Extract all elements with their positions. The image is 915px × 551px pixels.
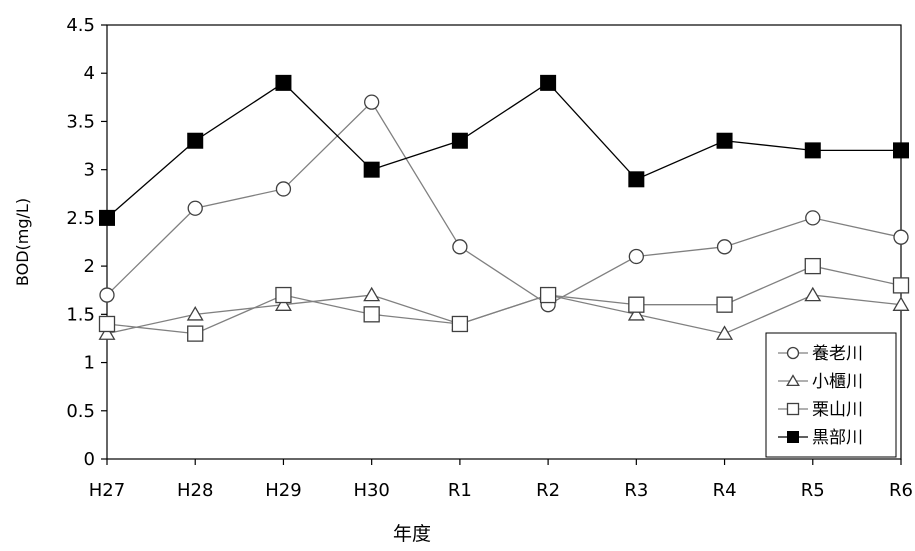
data-point bbox=[186, 306, 204, 321]
x-tick-label: R6 bbox=[889, 480, 913, 501]
data-point bbox=[363, 286, 381, 302]
legend-item: 栗山川 bbox=[778, 400, 863, 420]
data-point bbox=[716, 296, 733, 313]
data-point bbox=[804, 257, 821, 275]
data-point bbox=[451, 315, 469, 333]
legend-marker bbox=[786, 346, 800, 360]
data-point bbox=[187, 132, 204, 149]
legend-label: 養老川 bbox=[812, 344, 863, 364]
series-line bbox=[106, 82, 901, 219]
y-tick-label: 4 bbox=[84, 63, 95, 84]
data-point bbox=[275, 286, 292, 304]
legend-label: 黒部川 bbox=[812, 428, 863, 448]
y-tick-label: 3.5 bbox=[66, 111, 95, 132]
data-point bbox=[187, 325, 204, 342]
y-tick-label: 2 bbox=[84, 256, 95, 277]
y-tick-label: 1 bbox=[84, 353, 95, 374]
legend-label: 栗山川 bbox=[812, 400, 863, 420]
data-point bbox=[716, 325, 734, 340]
data-point bbox=[716, 132, 733, 149]
y-tick-label: 2.5 bbox=[66, 208, 95, 229]
data-point bbox=[716, 239, 733, 255]
x-tick-label: R5 bbox=[801, 480, 825, 501]
data-point bbox=[628, 248, 644, 265]
data-point bbox=[628, 296, 645, 313]
x-tick-label: H29 bbox=[265, 480, 301, 501]
y-tick-label: 4.5 bbox=[66, 15, 95, 36]
series-4 bbox=[99, 74, 909, 226]
series-3 bbox=[98, 257, 910, 342]
data-point bbox=[628, 171, 645, 188]
legend-item: 小櫃川 bbox=[778, 372, 863, 392]
data-point bbox=[804, 286, 822, 302]
data-point bbox=[804, 142, 821, 159]
x-axis-ticks: H27 H28 H29 H30 R1 R2 R3 R4 R5 R6 bbox=[89, 459, 913, 501]
x-tick-label: R4 bbox=[713, 480, 737, 501]
y-axis-ticks: 0 0.5 1 1.5 2 2.5 3 3.5 4 4.5 bbox=[66, 15, 107, 470]
x-tick-label: H27 bbox=[89, 480, 125, 501]
data-point bbox=[805, 210, 821, 226]
legend-item: 養老川 bbox=[778, 344, 863, 364]
data-point bbox=[275, 74, 292, 91]
data-point bbox=[892, 296, 910, 311]
series-layer bbox=[98, 74, 910, 342]
legend-marker bbox=[786, 402, 800, 416]
data-point bbox=[627, 306, 645, 321]
x-tick-label: R3 bbox=[624, 480, 648, 501]
data-point bbox=[99, 209, 115, 226]
data-point bbox=[98, 325, 116, 340]
data-point bbox=[187, 200, 203, 216]
data-point bbox=[363, 306, 380, 323]
legend-item: 黒部川 bbox=[778, 428, 863, 448]
data-point bbox=[540, 74, 557, 91]
y-tick-label: 0.5 bbox=[66, 401, 95, 422]
legend-marker bbox=[786, 374, 800, 387]
data-point bbox=[892, 277, 910, 294]
y-tick-label: 0 bbox=[84, 449, 95, 470]
x-tick-label: H30 bbox=[353, 480, 389, 501]
y-tick-label: 1.5 bbox=[66, 304, 95, 325]
x-tick-label: H28 bbox=[177, 480, 213, 501]
x-tick-label: R2 bbox=[536, 480, 560, 501]
series-line bbox=[106, 265, 902, 335]
data-point bbox=[99, 287, 115, 303]
data-point bbox=[893, 142, 909, 159]
y-tick-label: 3 bbox=[84, 160, 95, 181]
data-point bbox=[451, 132, 468, 149]
legend-marker bbox=[787, 431, 799, 443]
data-point bbox=[539, 286, 557, 304]
data-point bbox=[363, 161, 380, 178]
y-axis-title: BOD(mg/L) bbox=[13, 198, 32, 286]
data-point bbox=[893, 229, 909, 245]
data-point bbox=[275, 181, 292, 197]
data-point bbox=[98, 315, 116, 333]
x-axis-title: 年度 bbox=[393, 523, 431, 545]
data-point bbox=[452, 239, 468, 255]
data-point bbox=[364, 94, 380, 110]
legend-label: 小櫃川 bbox=[812, 372, 863, 392]
data-point bbox=[274, 296, 292, 311]
x-tick-label: R1 bbox=[448, 480, 472, 501]
series-line bbox=[106, 101, 902, 306]
